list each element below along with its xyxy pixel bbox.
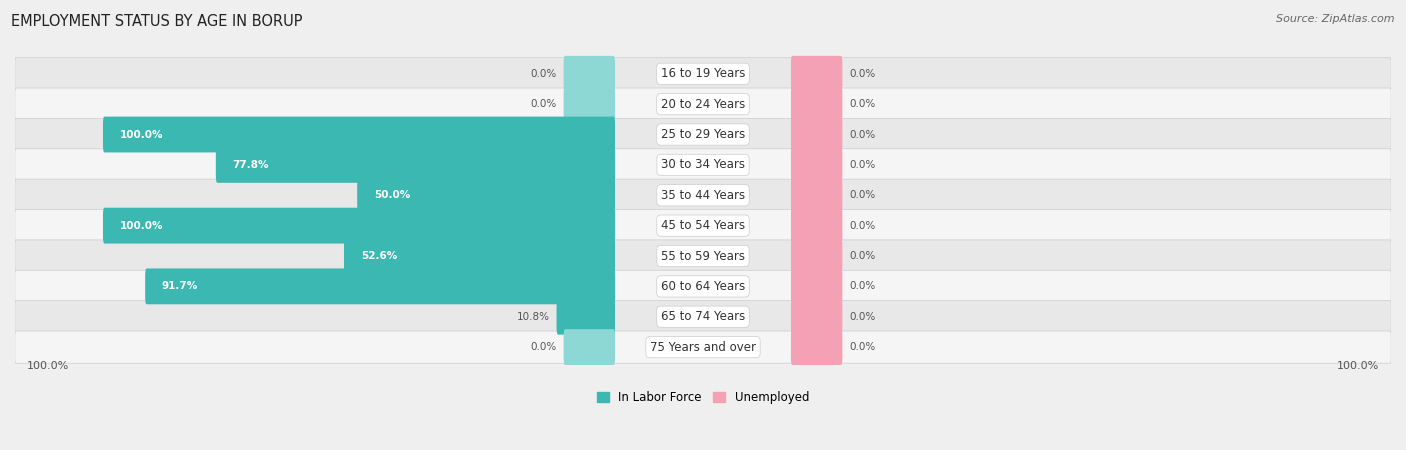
Text: 60 to 64 Years: 60 to 64 Years [661,280,745,293]
FancyBboxPatch shape [145,269,614,304]
FancyBboxPatch shape [15,118,1391,151]
FancyBboxPatch shape [15,58,1391,90]
FancyBboxPatch shape [344,238,614,274]
Text: 16 to 19 Years: 16 to 19 Years [661,68,745,80]
Text: 100.0%: 100.0% [120,220,163,231]
Text: 100.0%: 100.0% [27,361,69,371]
FancyBboxPatch shape [15,301,1391,333]
Text: 0.0%: 0.0% [849,130,876,140]
Text: 0.0%: 0.0% [849,69,876,79]
Text: EMPLOYMENT STATUS BY AGE IN BORUP: EMPLOYMENT STATUS BY AGE IN BORUP [11,14,302,28]
Text: 0.0%: 0.0% [849,251,876,261]
Text: 0.0%: 0.0% [849,190,876,200]
FancyBboxPatch shape [103,208,614,243]
FancyBboxPatch shape [15,210,1391,242]
Text: 0.0%: 0.0% [849,312,876,322]
Text: 10.8%: 10.8% [516,312,550,322]
Text: 65 to 74 Years: 65 to 74 Years [661,310,745,323]
Text: 77.8%: 77.8% [232,160,269,170]
Text: 0.0%: 0.0% [849,281,876,291]
Text: 30 to 34 Years: 30 to 34 Years [661,158,745,171]
FancyBboxPatch shape [15,240,1391,272]
FancyBboxPatch shape [792,56,842,92]
Text: 0.0%: 0.0% [849,342,876,352]
FancyBboxPatch shape [792,147,842,183]
Text: 91.7%: 91.7% [162,281,198,291]
FancyBboxPatch shape [792,238,842,274]
Text: 0.0%: 0.0% [849,99,876,109]
FancyBboxPatch shape [792,177,842,213]
FancyBboxPatch shape [217,147,614,183]
Legend: In Labor Force, Unemployed: In Labor Force, Unemployed [592,386,814,409]
Text: 75 Years and over: 75 Years and over [650,341,756,354]
Text: 52.6%: 52.6% [361,251,396,261]
FancyBboxPatch shape [792,329,842,365]
Text: 0.0%: 0.0% [530,99,557,109]
FancyBboxPatch shape [15,270,1391,302]
Text: 50.0%: 50.0% [374,190,411,200]
Text: 100.0%: 100.0% [1337,361,1379,371]
FancyBboxPatch shape [792,208,842,243]
FancyBboxPatch shape [357,177,614,213]
FancyBboxPatch shape [15,88,1391,120]
Text: 0.0%: 0.0% [530,342,557,352]
FancyBboxPatch shape [792,299,842,335]
Text: 0.0%: 0.0% [849,160,876,170]
FancyBboxPatch shape [792,117,842,153]
FancyBboxPatch shape [792,86,842,122]
Text: 100.0%: 100.0% [120,130,163,140]
FancyBboxPatch shape [564,329,614,365]
FancyBboxPatch shape [792,269,842,304]
Text: 55 to 59 Years: 55 to 59 Years [661,249,745,262]
Text: 35 to 44 Years: 35 to 44 Years [661,189,745,202]
Text: 20 to 24 Years: 20 to 24 Years [661,98,745,111]
Text: 25 to 29 Years: 25 to 29 Years [661,128,745,141]
FancyBboxPatch shape [557,299,614,335]
FancyBboxPatch shape [15,149,1391,181]
Text: Source: ZipAtlas.com: Source: ZipAtlas.com [1277,14,1395,23]
Text: 0.0%: 0.0% [530,69,557,79]
Text: 0.0%: 0.0% [849,220,876,231]
FancyBboxPatch shape [15,179,1391,212]
Text: 45 to 54 Years: 45 to 54 Years [661,219,745,232]
FancyBboxPatch shape [564,56,614,92]
FancyBboxPatch shape [103,117,614,153]
FancyBboxPatch shape [15,331,1391,363]
FancyBboxPatch shape [564,86,614,122]
